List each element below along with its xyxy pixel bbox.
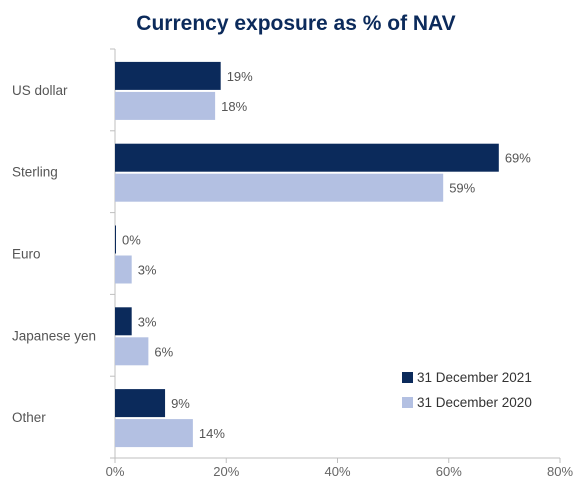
legend-label: 31 December 2021 <box>417 370 532 385</box>
x-tick-label: 80% <box>547 464 573 479</box>
data-label: 3% <box>138 314 157 329</box>
data-label: 59% <box>449 181 475 196</box>
bar <box>115 173 444 202</box>
category-label: Japanese yen <box>12 328 96 343</box>
bar <box>115 389 166 418</box>
legend-swatch <box>402 372 413 383</box>
bar <box>115 255 132 284</box>
bar <box>115 91 216 120</box>
x-tick-label: 60% <box>436 464 462 479</box>
bar <box>115 143 499 172</box>
legend-swatch <box>402 397 413 408</box>
data-label: 3% <box>138 263 157 278</box>
x-tick-label: 0% <box>106 464 125 479</box>
category-label: US dollar <box>12 83 68 98</box>
legend-label: 31 December 2020 <box>417 395 532 410</box>
data-label: 9% <box>171 396 190 411</box>
bar <box>115 307 132 336</box>
data-label: 19% <box>227 69 253 84</box>
bar <box>115 419 193 448</box>
chart-title: Currency exposure as % of NAV <box>136 12 455 35</box>
data-label: 14% <box>199 426 225 441</box>
category-label: Other <box>12 410 46 425</box>
data-label: 0% <box>122 233 141 248</box>
bar <box>115 225 116 254</box>
bar <box>115 337 149 366</box>
plot-area: 0% 20% 40% 60% 80% US dollar 19% 18% Sterling 69%… <box>12 48 573 479</box>
category-label: Euro <box>12 247 41 262</box>
x-tick-label: 40% <box>324 464 350 479</box>
data-label: 18% <box>221 99 247 114</box>
data-label: 6% <box>154 344 173 359</box>
category-label: Sterling <box>12 165 58 180</box>
data-label: 69% <box>505 151 531 166</box>
x-tick-label: 20% <box>213 464 239 479</box>
bar <box>115 61 221 90</box>
